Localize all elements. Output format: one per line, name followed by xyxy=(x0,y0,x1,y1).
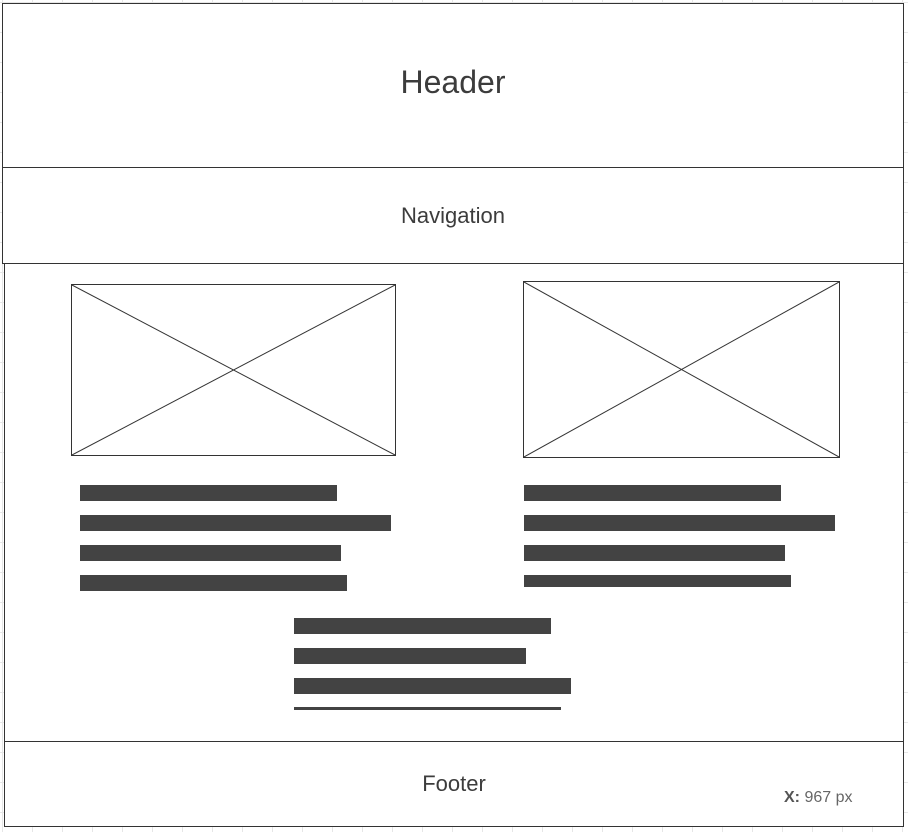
navigation-region: Navigation xyxy=(2,167,904,264)
footer-region: Footer xyxy=(4,741,904,827)
text-placeholder-line xyxy=(80,485,337,501)
text-placeholder-line xyxy=(294,648,526,664)
text-placeholder-line xyxy=(80,575,347,591)
text-placeholder-line xyxy=(294,678,571,694)
text-placeholder-line xyxy=(80,545,341,561)
text-placeholder-line xyxy=(524,485,781,501)
footer-label: Footer xyxy=(422,771,486,796)
content-region xyxy=(4,263,904,742)
text-placeholder-line xyxy=(294,707,561,710)
coordinate-readout: X: 967 px xyxy=(784,789,853,807)
header-label: Header xyxy=(400,64,506,100)
text-placeholder-line xyxy=(524,575,791,587)
image-placeholder-right xyxy=(523,281,840,458)
image-placeholder-icon xyxy=(72,285,395,455)
navigation-label: Navigation xyxy=(401,203,505,228)
coordinate-axis-label: X: xyxy=(784,789,800,806)
image-placeholder-left xyxy=(71,284,396,456)
image-placeholder-icon xyxy=(524,282,839,457)
header-region: Header xyxy=(2,3,904,168)
text-placeholder-line xyxy=(80,515,391,531)
text-placeholder-line xyxy=(524,545,785,561)
coordinate-value: 967 px xyxy=(804,789,853,806)
text-placeholder-line xyxy=(294,618,551,634)
text-placeholder-line xyxy=(524,515,835,531)
